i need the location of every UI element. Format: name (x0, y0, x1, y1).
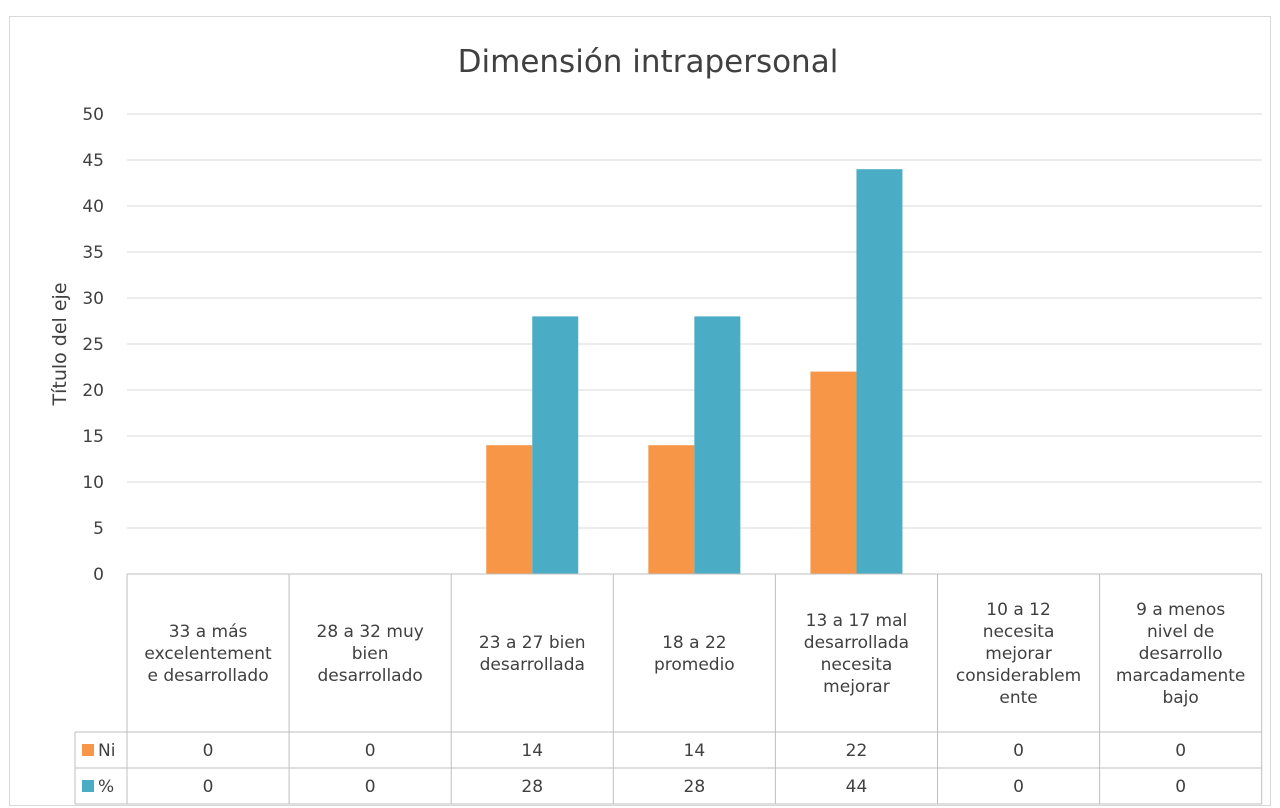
category-label: mejorar (985, 644, 1052, 664)
data-value: 0 (1175, 741, 1186, 761)
category-label: 33 a más (169, 622, 248, 642)
category-label: excelentement (144, 644, 272, 664)
bar-ni (648, 445, 694, 574)
category-label: bien (352, 644, 389, 664)
y-axis-ticks: 0 5 10 15 20 25 30 35 40 45 50 (82, 105, 104, 585)
data-value: 0 (365, 741, 376, 761)
bar-pct (856, 169, 902, 574)
category-label: 23 a 27 bien (479, 633, 586, 653)
category-label: desarrollado (318, 666, 423, 686)
data-value: 0 (1013, 741, 1024, 761)
y-axis-label: Título del eje (49, 282, 71, 406)
category-label: 13 a 17 mal (806, 611, 908, 631)
y-tick-label: 0 (93, 565, 104, 585)
legend-key-ni (82, 744, 94, 756)
bar-ni (810, 372, 856, 574)
data-value: 0 (1175, 777, 1186, 797)
category-label: e desarrollado (147, 666, 268, 686)
chart-title: Dimensión intrapersonal (458, 44, 839, 80)
y-tick-label: 30 (82, 289, 104, 309)
data-value: 14 (684, 741, 706, 761)
series-name: Ni (98, 741, 115, 761)
category-label: marcadamente (1116, 666, 1245, 686)
category-label: 9 a menos (1136, 600, 1225, 620)
category-label: desarrollada (804, 633, 909, 653)
bars (486, 169, 902, 574)
data-value: 14 (521, 741, 543, 761)
data-value: 22 (846, 741, 868, 761)
category-label: promedio (654, 655, 735, 675)
y-tick-label: 15 (82, 427, 104, 447)
y-tick-label: 25 (82, 335, 104, 355)
bar-pct (532, 316, 578, 574)
y-tick-label: 35 (82, 243, 104, 263)
category-label: considerablem (956, 666, 1081, 686)
bar-ni (486, 445, 532, 574)
legend-key-pct (82, 780, 94, 792)
category-label: ente (999, 688, 1037, 708)
y-tick-label: 40 (82, 197, 104, 217)
y-tick-label: 50 (82, 105, 104, 125)
data-value: 0 (1013, 777, 1024, 797)
category-label: 28 a 32 muy (317, 622, 424, 642)
y-tick-label: 10 (82, 473, 104, 493)
category-label: mejorar (823, 677, 890, 697)
y-tick-label: 5 (93, 519, 104, 539)
y-tick-label: 45 (82, 151, 104, 171)
bar-pct (694, 316, 740, 574)
data-value: 0 (203, 741, 214, 761)
category-label: necesita (983, 622, 1055, 642)
data-value: 44 (846, 777, 868, 797)
category-label: desarrollada (480, 655, 585, 675)
category-label: bajo (1162, 688, 1198, 708)
category-label: necesita (821, 655, 893, 675)
y-tick-label: 20 (82, 381, 104, 401)
category-label: 10 a 12 (986, 600, 1051, 620)
series-name: % (98, 777, 114, 797)
data-value: 0 (365, 777, 376, 797)
data-value: 0 (203, 777, 214, 797)
data-value: 28 (521, 777, 543, 797)
category-label: nivel de (1147, 622, 1214, 642)
category-label: 18 a 22 (662, 633, 727, 653)
category-label: desarrollo (1139, 644, 1223, 664)
data-value: 28 (684, 777, 706, 797)
